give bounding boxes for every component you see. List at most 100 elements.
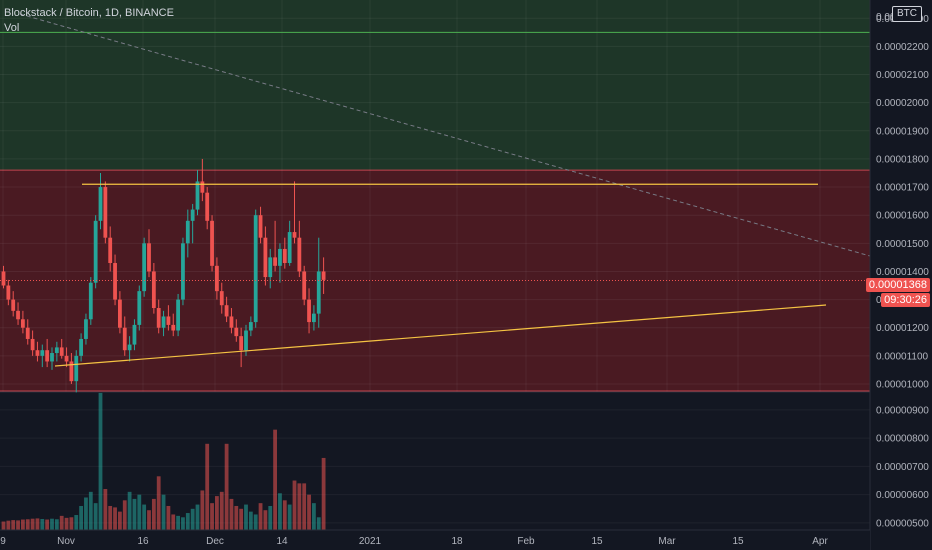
- candle-body: [84, 319, 88, 339]
- volume-bar: [69, 517, 74, 530]
- volume-bar: [6, 520, 11, 530]
- volume-bar: [268, 505, 273, 530]
- candle-body: [30, 338, 35, 351]
- price-axis-label: 0.00001400: [876, 267, 929, 278]
- price-axis-label: 0.00001500: [876, 239, 929, 250]
- price-axis-label: 0.00002200: [876, 42, 929, 53]
- time-axis-label: Apr: [812, 536, 828, 547]
- volume-bar: [244, 504, 248, 530]
- candle-body: [176, 299, 180, 331]
- candle-body: [302, 271, 307, 300]
- candle-body: [195, 181, 200, 210]
- candle-body: [321, 271, 326, 280]
- bar-countdown-badge: 09:30:26: [881, 293, 930, 307]
- volume-bar: [248, 511, 253, 530]
- symbol-title: Blockstack / Bitcoin, 1D, BINANCE: [4, 7, 174, 19]
- candle-body: [98, 187, 103, 221]
- volume-indicator-label[interactable]: Vol: [4, 22, 20, 34]
- volume-bar: [21, 519, 25, 530]
- price-axis-label: 0.00001800: [876, 154, 929, 165]
- candle-body: [16, 310, 20, 320]
- price-axis-label: 0.00: [876, 12, 896, 23]
- volume-bar: [50, 518, 54, 530]
- volume-bar: [273, 429, 277, 530]
- candle-body: [161, 316, 166, 328]
- candle-body: [210, 220, 214, 266]
- volume-bar: [287, 504, 292, 530]
- candle-body: [137, 291, 142, 325]
- volume-bar: [151, 498, 156, 530]
- volume-bar: [118, 511, 122, 530]
- volume-bar: [234, 505, 239, 530]
- candle-body: [1, 271, 6, 286]
- price-axis-label: 0.00001000: [876, 379, 929, 390]
- volume-bar: [132, 498, 137, 530]
- volume-bar: [113, 507, 117, 530]
- candle-body: [21, 319, 25, 328]
- candle-body: [50, 353, 54, 362]
- time-axis-label: 9: [0, 536, 6, 547]
- candle-body: [74, 355, 79, 382]
- volume-bar: [137, 494, 142, 530]
- candle-body: [258, 215, 263, 238]
- price-axis-label: 0.00001700: [876, 183, 929, 194]
- candle-body: [215, 265, 219, 292]
- volume-bar: [84, 497, 88, 530]
- volume-bar: [54, 519, 59, 530]
- volume-bar: [205, 443, 210, 530]
- candle-body: [287, 232, 292, 264]
- candle-body: [147, 243, 151, 272]
- volume-bar: [253, 514, 258, 530]
- volume-bar: [1, 521, 6, 530]
- candle-body: [59, 347, 64, 356]
- price-axis-label: 0.00002100: [876, 70, 929, 81]
- candle-body: [122, 327, 127, 351]
- price-axis-label: 0.00002000: [876, 98, 929, 109]
- candle-body: [185, 220, 190, 244]
- candle-body: [316, 271, 321, 314]
- volume-axis-label: 0.00000800: [876, 434, 929, 445]
- dashed-trendline: [19, 13, 871, 257]
- time-axis-label: 15: [591, 536, 603, 547]
- candle-body: [268, 257, 273, 278]
- volume-bar: [185, 513, 190, 530]
- time-axis-label: 14: [276, 536, 288, 547]
- volume-bar: [122, 500, 127, 530]
- candle-body: [45, 350, 50, 362]
- volume-bar: [258, 503, 263, 530]
- candle-body: [234, 327, 239, 337]
- volume-bar: [11, 520, 16, 530]
- volume-bar: [59, 515, 64, 530]
- volume-bar: [156, 476, 161, 530]
- candle-body: [166, 316, 171, 325]
- price-axis-label: 0.00001600: [876, 211, 929, 222]
- candle-body: [103, 187, 108, 238]
- candle-body: [25, 327, 30, 339]
- candle-body: [142, 243, 147, 292]
- volume-bar: [64, 517, 69, 530]
- volume-bar: [297, 483, 302, 530]
- volume-bar: [166, 505, 171, 530]
- candle-body: [171, 324, 176, 331]
- candle-body: [263, 237, 268, 278]
- candle-body: [11, 299, 16, 311]
- volume-bar: [88, 491, 93, 530]
- volume-bar: [312, 503, 316, 530]
- candle-body: [253, 215, 258, 323]
- upper-zone: [0, 0, 870, 171]
- volume-axis-label: 0.00000700: [876, 462, 929, 473]
- volume-axis-label: 0.00000900: [876, 405, 929, 416]
- volume-bar: [210, 503, 214, 530]
- candle-body: [307, 299, 311, 323]
- volume-axis-label: 0.00000500: [876, 518, 929, 529]
- candle-body: [127, 344, 132, 351]
- candle-body: [93, 220, 98, 283]
- time-axis-label: 16: [137, 536, 149, 547]
- volume-bar: [40, 518, 45, 530]
- currency-badge[interactable]: BTC: [892, 6, 922, 22]
- volume-bar: [171, 514, 176, 530]
- volume-bar: [215, 496, 219, 530]
- volume-bar: [219, 491, 224, 530]
